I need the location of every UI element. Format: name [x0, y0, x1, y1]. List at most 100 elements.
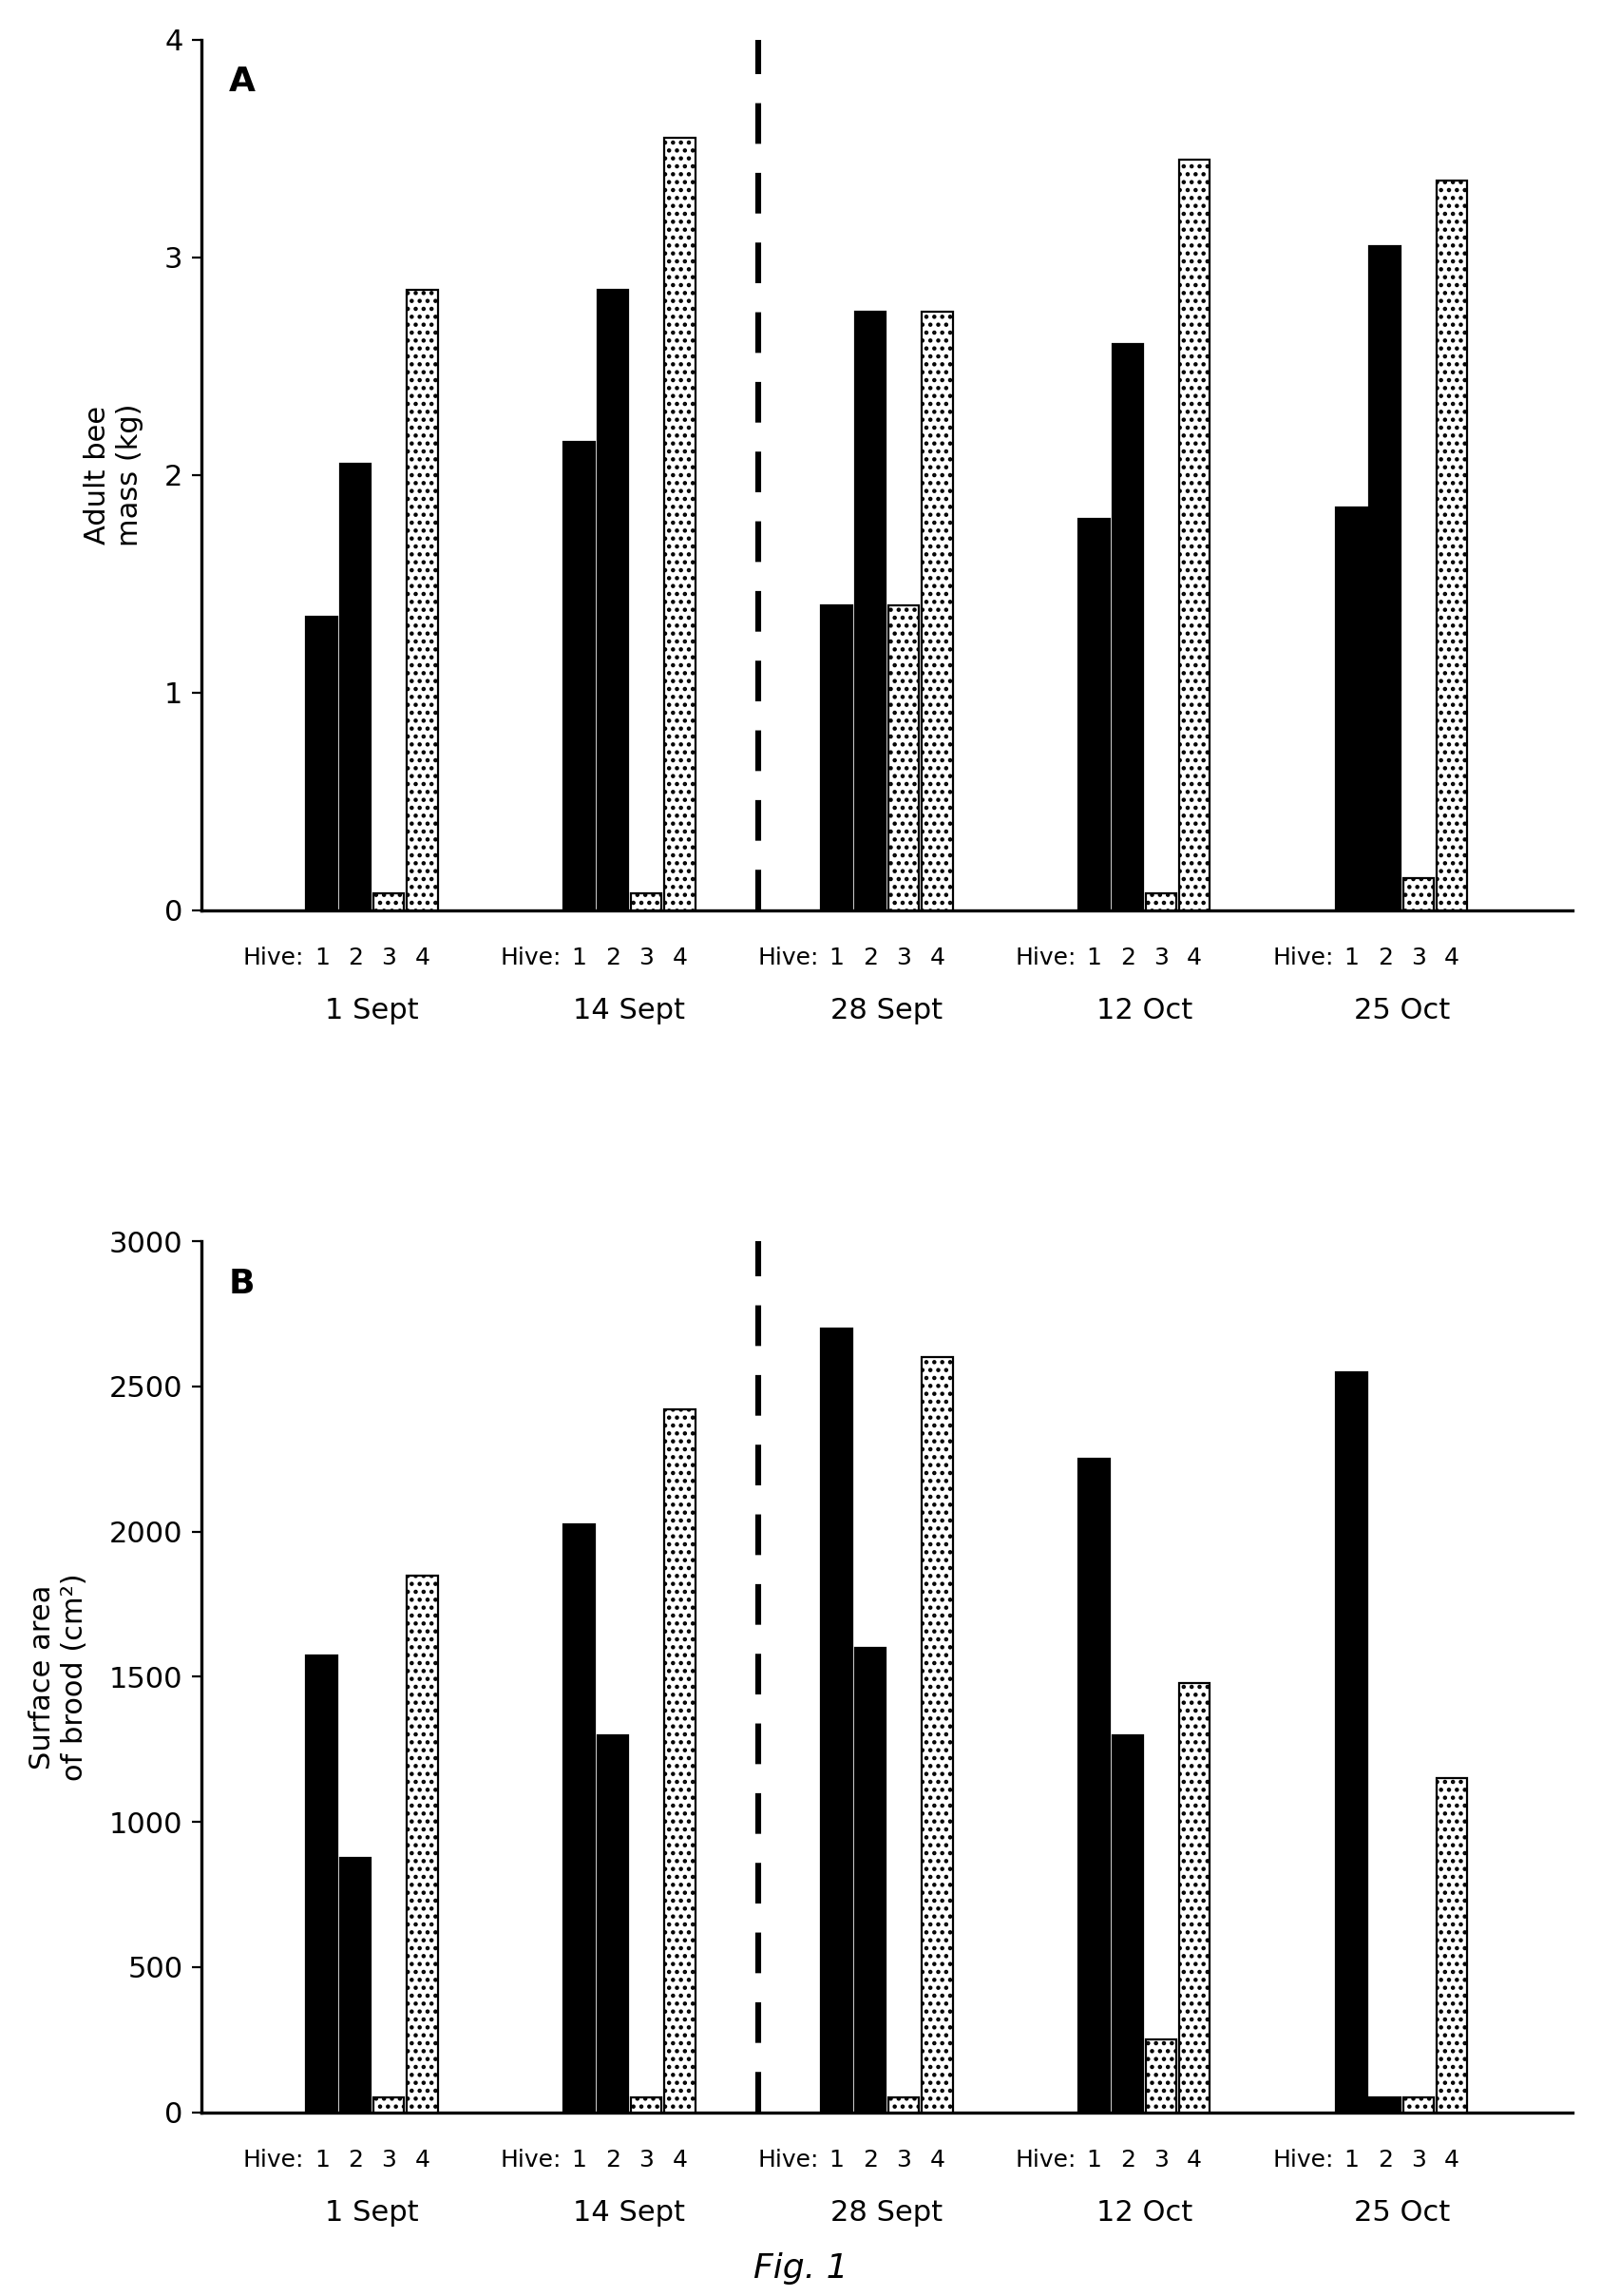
Bar [564, 1525, 594, 2112]
Text: 1: 1 [829, 2149, 844, 2172]
Bar [664, 138, 695, 912]
Bar [922, 312, 953, 912]
Bar [1402, 877, 1434, 912]
Bar [1369, 2099, 1401, 2112]
Bar [855, 312, 885, 912]
Bar [922, 1357, 953, 2112]
Text: Hive:: Hive: [1015, 946, 1076, 969]
Text: 2: 2 [863, 946, 877, 969]
Bar [373, 2099, 403, 2112]
Text: Hive:: Hive: [1015, 2149, 1076, 2172]
Bar [1146, 2039, 1177, 2112]
Text: 25 Oct: 25 Oct [1354, 2200, 1451, 2227]
Bar [339, 464, 371, 912]
Bar [597, 1736, 628, 2112]
Text: A: A [229, 67, 255, 99]
Bar [1369, 246, 1401, 912]
Text: 3: 3 [897, 946, 911, 969]
Text: 12 Oct: 12 Oct [1097, 996, 1193, 1024]
Text: Hive:: Hive: [243, 2149, 304, 2172]
Bar [306, 615, 338, 912]
Text: 12 Oct: 12 Oct [1097, 2200, 1193, 2227]
Text: 3: 3 [1154, 946, 1169, 969]
Bar [407, 289, 437, 912]
Text: 4: 4 [1444, 946, 1460, 969]
Bar [306, 1655, 338, 2112]
Bar [821, 606, 852, 912]
Text: 2: 2 [605, 946, 620, 969]
Bar [855, 1649, 885, 2112]
Text: Hive:: Hive: [1273, 2149, 1334, 2172]
Text: 2: 2 [1121, 946, 1135, 969]
Text: Fig. 1: Fig. 1 [752, 2252, 849, 2285]
Bar [1146, 893, 1177, 912]
Bar [339, 1857, 371, 2112]
Text: 2: 2 [347, 2149, 363, 2172]
Bar [631, 893, 661, 912]
Bar [664, 1410, 695, 2112]
Bar [889, 606, 919, 912]
Text: 4: 4 [415, 946, 429, 969]
Text: 28 Sept: 28 Sept [831, 2200, 943, 2227]
Text: 1: 1 [314, 2149, 330, 2172]
Text: 14 Sept: 14 Sept [573, 2200, 685, 2227]
Text: 2: 2 [1377, 2149, 1393, 2172]
Bar [889, 2099, 919, 2112]
Bar [1079, 1458, 1109, 2112]
Text: 1 Sept: 1 Sept [325, 2200, 419, 2227]
Text: 2: 2 [863, 2149, 877, 2172]
Text: 1: 1 [1087, 946, 1101, 969]
Bar [597, 289, 628, 912]
Text: 3: 3 [897, 2149, 911, 2172]
Text: Hive:: Hive: [243, 946, 304, 969]
Text: 28 Sept: 28 Sept [831, 996, 943, 1024]
Text: 1: 1 [1345, 946, 1359, 969]
Bar [1178, 158, 1210, 912]
Text: B: B [229, 1267, 255, 1300]
Text: 4: 4 [672, 2149, 687, 2172]
Bar [821, 1329, 852, 2112]
Y-axis label: Surface area
of brood (cm²): Surface area of brood (cm²) [29, 1573, 88, 1782]
Text: 25 Oct: 25 Oct [1354, 996, 1451, 1024]
Text: 3: 3 [381, 2149, 397, 2172]
Bar [1436, 1779, 1468, 2112]
Bar [1402, 2099, 1434, 2112]
Text: 3: 3 [639, 946, 653, 969]
Bar [1337, 507, 1367, 912]
Bar [407, 1575, 437, 2112]
Bar [1178, 1683, 1210, 2112]
Text: 1: 1 [314, 946, 330, 969]
Y-axis label: Adult bee
mass (kg): Adult bee mass (kg) [83, 404, 142, 546]
Text: 4: 4 [1444, 2149, 1460, 2172]
Text: 2: 2 [1121, 2149, 1135, 2172]
Text: 1: 1 [829, 946, 844, 969]
Text: 1 Sept: 1 Sept [325, 996, 419, 1024]
Text: Hive:: Hive: [500, 2149, 562, 2172]
Text: 4: 4 [1186, 946, 1202, 969]
Text: Hive:: Hive: [1273, 946, 1334, 969]
Text: 1: 1 [1087, 2149, 1101, 2172]
Bar [1113, 1736, 1143, 2112]
Text: 3: 3 [1410, 946, 1426, 969]
Text: 3: 3 [639, 2149, 653, 2172]
Text: 1: 1 [572, 2149, 588, 2172]
Text: Hive:: Hive: [500, 946, 562, 969]
Text: 14 Sept: 14 Sept [573, 996, 685, 1024]
Bar [373, 893, 403, 912]
Text: 4: 4 [930, 2149, 945, 2172]
Bar [1113, 344, 1143, 912]
Text: Hive:: Hive: [757, 946, 818, 969]
Text: 3: 3 [1154, 2149, 1169, 2172]
Text: 3: 3 [1410, 2149, 1426, 2172]
Text: 2: 2 [1377, 946, 1393, 969]
Bar [1436, 181, 1468, 912]
Text: Hive:: Hive: [757, 2149, 818, 2172]
Bar [631, 2099, 661, 2112]
Text: 2: 2 [605, 2149, 620, 2172]
Text: 4: 4 [930, 946, 945, 969]
Bar [564, 443, 594, 912]
Bar [1079, 519, 1109, 912]
Text: 3: 3 [381, 946, 397, 969]
Text: 4: 4 [1186, 2149, 1202, 2172]
Text: 1: 1 [1345, 2149, 1359, 2172]
